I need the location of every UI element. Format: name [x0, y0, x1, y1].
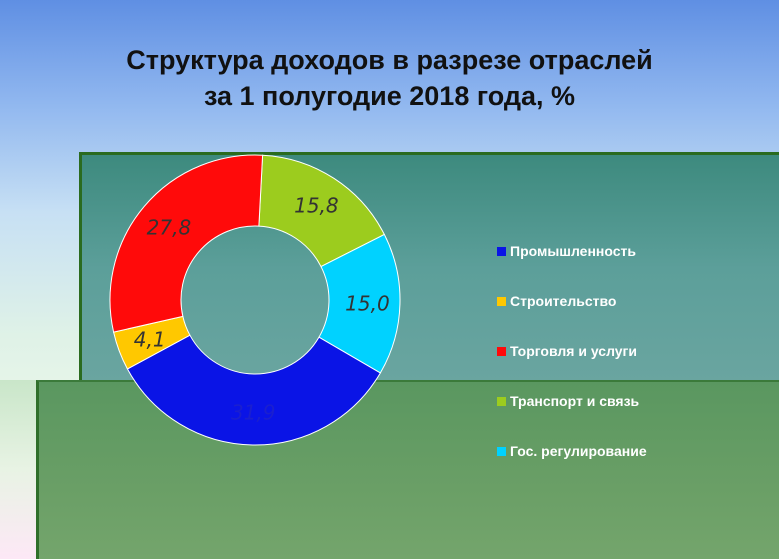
chart-title: Структура доходов в разрезе отраслей за …: [0, 42, 779, 114]
value-label-gos-regulirovanie: 15,0: [345, 291, 390, 315]
legend-item-transport: Транспорт и связь: [497, 390, 647, 412]
chart-title-line-2: за 1 полугодие 2018 года, %: [203, 81, 576, 111]
legend-label: Строительство: [510, 293, 617, 309]
legend-swatch: [497, 296, 506, 306]
legend-swatch: [497, 346, 506, 356]
legend-label: Транспорт и связь: [510, 393, 640, 409]
legend-swatch: [497, 396, 506, 406]
donut-slices: [109, 154, 401, 446]
legend-item-stroitelstvo: Строительство: [497, 290, 647, 312]
value-label-stroitelstvo: 4,1: [134, 328, 166, 352]
legend-label: Торговля и услуги: [510, 343, 637, 359]
slice-transport: [258, 154, 386, 268]
legend-label: Гос. регулирование: [510, 443, 647, 459]
legend-item-promyshlennost: Промышленность: [497, 240, 647, 262]
donut-value-labels: 15,8 15,0 31,9 4,1 27,8: [134, 194, 390, 425]
value-label-transport: 15,8: [294, 194, 339, 218]
chart-title-line-1: Структура доходов в разрезе отраслей: [126, 45, 653, 75]
legend-swatch: [497, 246, 506, 256]
value-label-promyshlennost: 31,9: [231, 400, 276, 424]
value-label-torgovlya: 27,8: [147, 216, 192, 240]
legend-item-torgovlya: Торговля и услуги: [497, 340, 647, 362]
background-strip: [0, 380, 36, 559]
legend-swatch: [497, 446, 506, 456]
legend-label: Промышленность: [510, 243, 636, 259]
legend-item-gos-regulirovanie: Гос. регулирование: [497, 440, 647, 462]
slice-torgovlya: [109, 154, 264, 333]
legend: Промышленность Строительство Торговля и ус…: [497, 240, 647, 490]
slice-promyshlennost: [126, 334, 381, 446]
